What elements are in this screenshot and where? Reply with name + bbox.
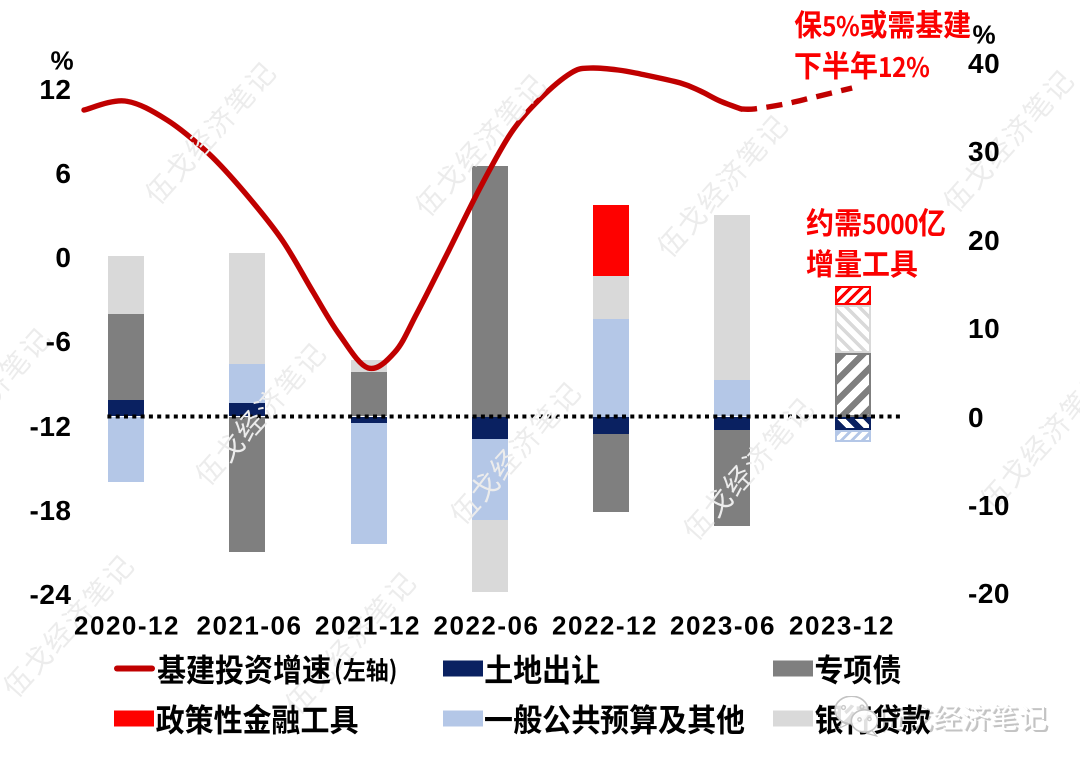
bar-2023-12-silver [834,305,871,353]
legend-item-基建投资增速: 基建投资增速 (左轴) [114,644,398,692]
bar-2023-06-lightblue [713,379,750,417]
bar-2021-12-lightblue [350,423,387,544]
legend-swatch-gray [773,660,813,677]
bar-2023-12-navy [834,416,871,431]
bar-2020-12-gray [108,313,145,401]
x-axis-label-2023-12: 2023-12 [789,610,895,640]
bar-2022-12-red [592,204,629,277]
legend-label: 土地出让 [484,644,601,692]
right-axis-tick-10: 10 [968,313,1001,345]
legend-swatch-line_red [114,665,155,672]
legend-swatch-lightblue [442,710,483,727]
x-axis-label-2022-12: 2022-12 [552,610,658,640]
bar-2022-06-lightblue [471,438,508,521]
brand-watermark-text: 伍戈经济笔记 [876,696,1048,737]
annotation-text-run: 亿 [918,200,947,244]
bar-2021-12-gray [350,372,387,417]
x-axis-label-2021-12: 2021-12 [315,610,421,640]
annotation-line: 增量工具 [806,241,946,285]
bar-2021-06-lightblue [229,363,266,403]
right-axis-unit: % [972,19,996,50]
bar-2020-12-silver [108,255,145,314]
annotation-text-run: 增量工具 [806,241,919,285]
left-axis-tick--18: -18 [29,494,72,526]
left-axis-tick--6: -6 [45,326,72,358]
right-axis-tick-20: 20 [968,224,1001,256]
right-axis-tick-40: 40 [968,47,1001,79]
left-axis-tick--12: -12 [29,410,72,442]
bar-2022-12-lightblue [592,318,629,417]
annotation-text-run: 5% [822,5,860,45]
legend-label: 基建投资增速 [157,644,332,692]
annotation-text-run: 或需基建 [859,2,972,46]
annotation-line: 保5%或需基建 [794,2,971,47]
annotation-line: 下半年12% [794,43,971,88]
x-axis-label-2022-06: 2022-06 [433,610,540,640]
legend-item-专项债: 专项债 [773,644,902,692]
legend-item-土地出让: 土地出让 [442,644,601,692]
x-axis-label-2020-12: 2020-12 [74,610,180,640]
bar-2023-12-gray [834,352,871,417]
annotation-text-run: 12% [878,46,930,86]
legend-label: 一般公共预算及其他 [484,694,746,742]
right-axis-tick--20: -20 [968,578,1010,610]
bar-2021-06-navy [229,402,266,417]
line-series-dashed-forecast [741,85,853,112]
left-axis-tick-0: 0 [55,242,72,274]
left-axis-tick--24: -24 [29,578,72,610]
annotation-growth-target-note: 保5%或需基建 下半年12% [794,2,971,88]
annotation-text-run: 保 [794,2,823,46]
right-axis-tick--10: -10 [968,489,1010,521]
bar-2023-06-silver [713,215,750,380]
legend-swatch-silver [773,710,813,727]
line-series-solid [81,65,744,372]
bar-2021-12-navy [350,416,387,424]
legend-label: 政策性金融工具 [155,694,359,742]
annotation-incremental-tools-note: 约需5000亿 增量工具 [806,200,946,285]
left-axis-tick-12: 12 [39,73,72,105]
bar-2023-12-red [834,285,871,306]
bar-2022-12-silver [592,276,629,319]
bar-2022-06-navy [471,416,508,439]
legend-swatch-navy [442,660,483,677]
bar-2023-12-lightblue [834,430,871,442]
bar-2023-06-gray [713,430,750,527]
annotation-text-run: 5000 [862,203,919,243]
bar-2022-12-gray [592,433,629,512]
legend-item-政策性金融工具: 政策性金融工具 [114,694,359,742]
bar-2021-06-silver [229,253,266,364]
bar-2022-06-gray [471,165,508,417]
bar-2023-06-navy [713,416,750,431]
legend-item-一般公共预算及其他: 一般公共预算及其他 [442,694,746,742]
bar-2020-12-navy [108,400,145,417]
x-axis-label-2023-06: 2023-06 [670,610,776,640]
left-axis-tick-6: 6 [55,158,72,189]
right-axis-tick-30: 30 [968,136,1001,168]
right-axis-tick-0: 0 [968,401,985,433]
legend-label-suffix: (左轴) [334,649,398,687]
bar-2021-06-gray [229,416,266,552]
annotation-line: 约需5000亿 [806,200,946,245]
bar-2022-06-silver [471,520,508,593]
x-axis-label-2021-06: 2021-06 [196,610,303,640]
legend-swatch-red [114,710,154,727]
annotation-text-run: 约需 [806,200,863,244]
left-axis-unit: % [50,45,74,76]
legend-label: 专项债 [814,644,902,692]
brand-badge-logo [834,696,878,738]
bar-2022-12-navy [592,416,629,434]
annotation-text-run: 下半年 [794,43,879,87]
bar-2020-12-lightblue [108,416,145,482]
